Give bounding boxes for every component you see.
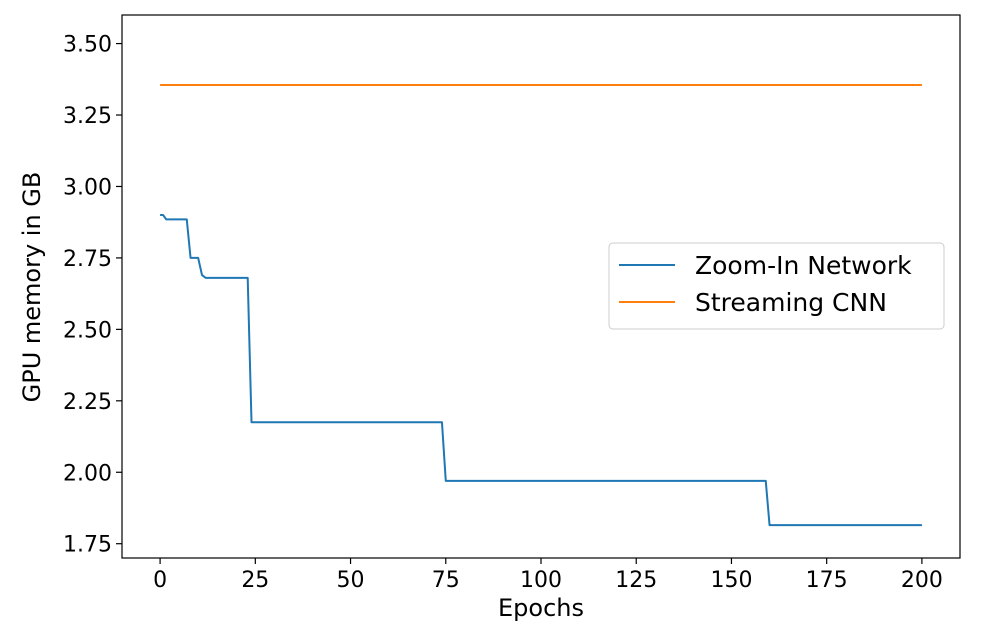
series-line-zoom-in-network xyxy=(160,214,922,527)
x-tick-label: 25 xyxy=(241,568,269,593)
y-axis: 1.75 2.00 2.25 2.50 2.75 3.00 3.25 3.50 xyxy=(63,33,122,558)
x-axis-title: Epochs xyxy=(498,594,584,622)
legend: Zoom-In Network Streaming CNN xyxy=(608,242,945,330)
x-tick-label: 100 xyxy=(520,568,562,593)
legend-label-zoom-in-network: Zoom-In Network xyxy=(695,251,912,280)
legend-label-streaming-cnn: Streaming CNN xyxy=(695,288,887,317)
y-tick-label: 1.75 xyxy=(63,533,112,558)
x-tick-label: 200 xyxy=(901,568,943,593)
y-tick-label: 2.00 xyxy=(63,461,112,486)
x-tick-label: 75 xyxy=(432,568,460,593)
x-tick-label: 175 xyxy=(806,568,848,593)
y-tick-label: 3.00 xyxy=(63,175,112,200)
y-tick-label: 2.50 xyxy=(63,318,112,343)
series-lines xyxy=(160,84,922,527)
x-tick-label: 125 xyxy=(615,568,657,593)
x-tick-label: 0 xyxy=(153,568,167,593)
y-axis-title: GPU memory in GB xyxy=(18,172,46,403)
x-tick-label: 50 xyxy=(337,568,365,593)
legend-box xyxy=(608,242,945,330)
x-tick-label: 150 xyxy=(710,568,752,593)
y-tick-label: 3.50 xyxy=(63,33,112,58)
x-axis: 0 25 50 75 100 125 150 175 200 xyxy=(153,558,943,593)
y-tick-label: 2.25 xyxy=(63,390,112,415)
y-tick-label: 3.25 xyxy=(63,104,112,129)
y-tick-label: 2.75 xyxy=(63,247,112,272)
